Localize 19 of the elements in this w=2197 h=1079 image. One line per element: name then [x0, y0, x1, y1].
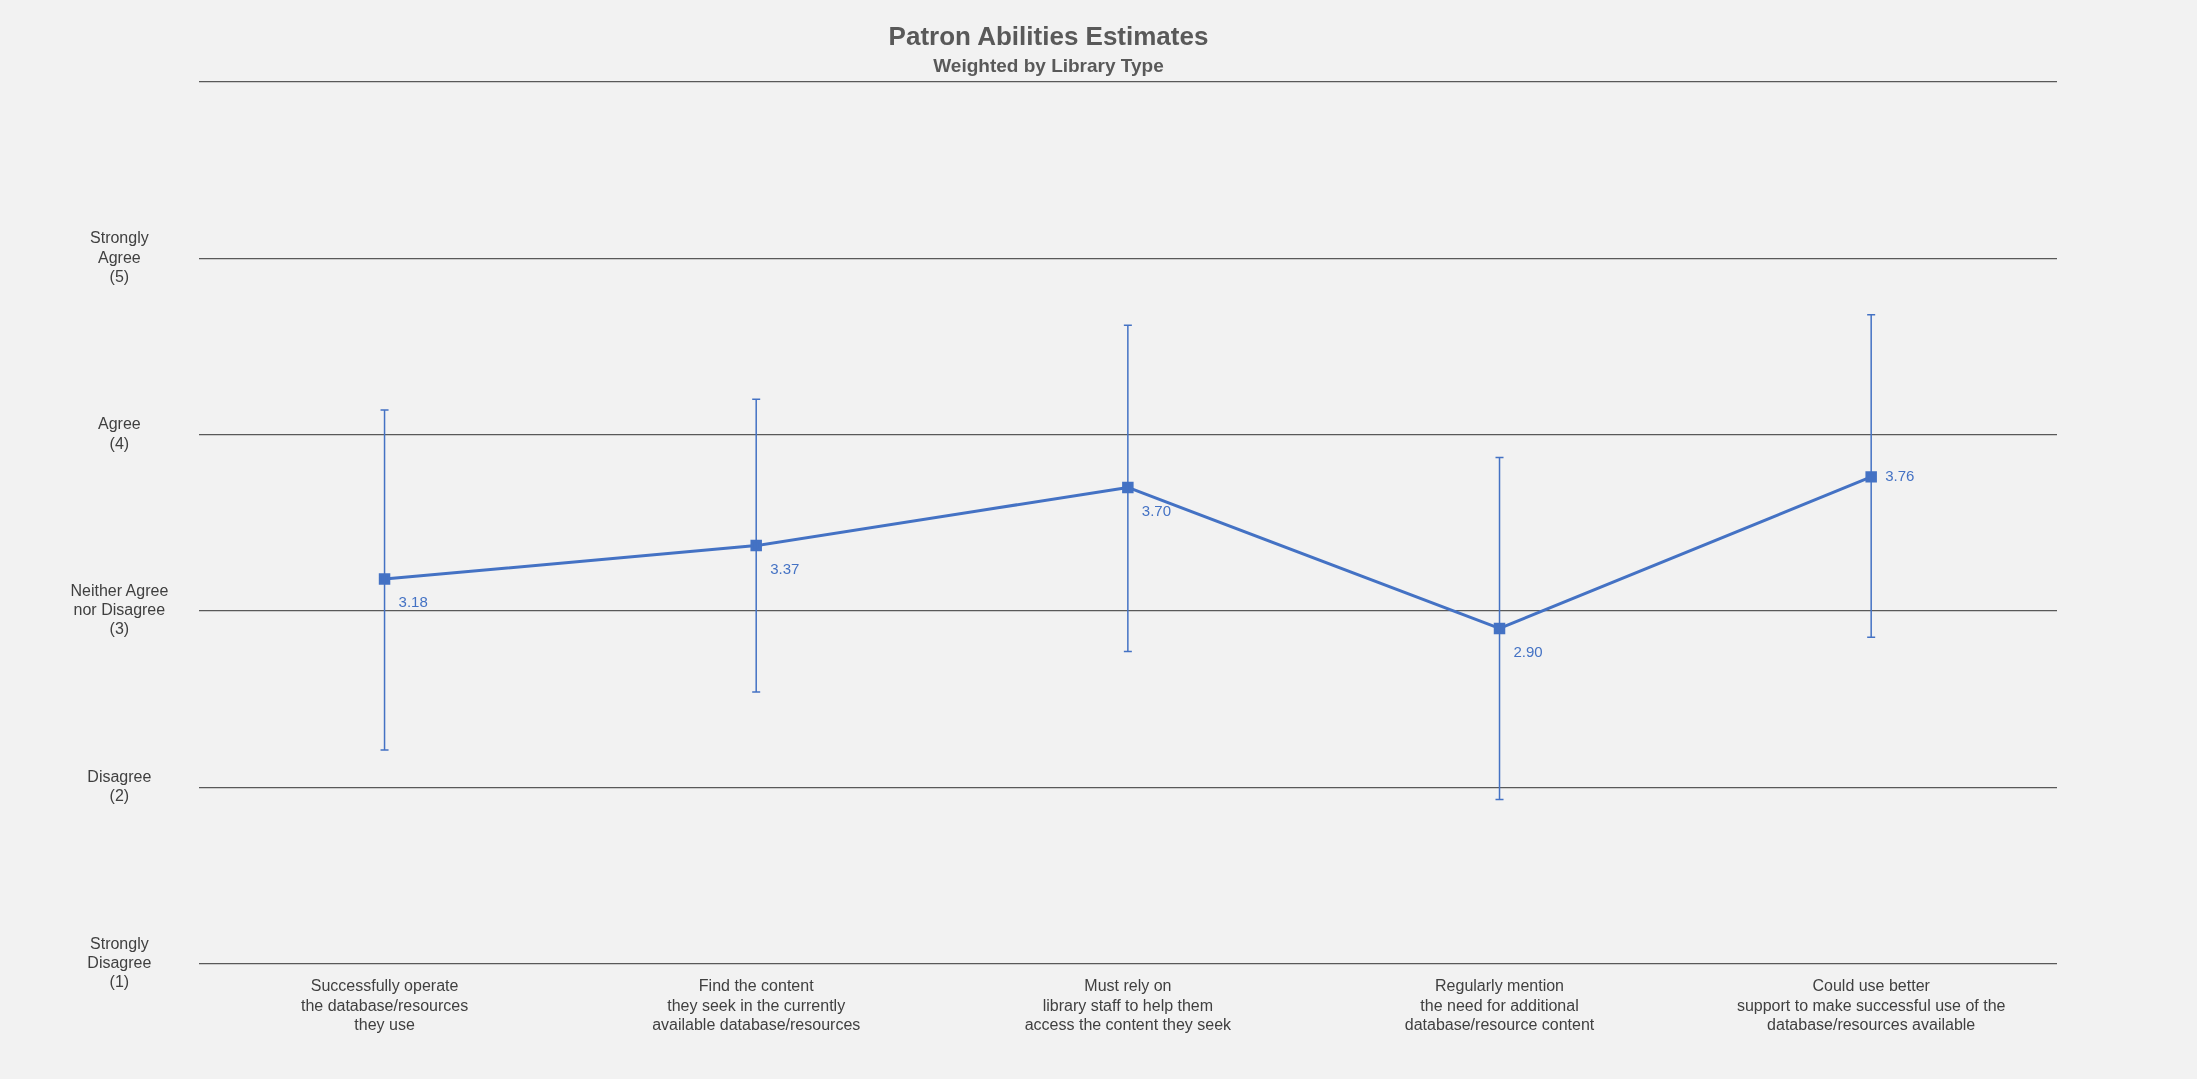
y-tick-label: Disagree (2) [87, 767, 152, 805]
chart-subtitle: Weighted by Library Type [933, 54, 1164, 76]
y-tick-label: Agree (4) [98, 415, 141, 452]
y-tick-label: Neither Agree nor Disagree (3) [70, 582, 169, 638]
x-tick-label: Regularly mention the need for additional database/resource content [1404, 977, 1595, 1033]
point [378, 573, 391, 585]
point [1865, 471, 1877, 483]
data-label: 3.18 [398, 593, 428, 611]
x-tick-label: Successfully operate the database/resources they use [300, 977, 469, 1033]
x-tick-label: Must rely on library staff to help them access the content they seek [1024, 977, 1233, 1033]
y-tick-label: Strongly Disagree (1) [87, 934, 152, 991]
data-label: 3.37 [770, 559, 800, 577]
data-label: 3.76 [1885, 467, 1915, 485]
data-label: 2.90 [1513, 642, 1543, 660]
x-tick-label: Find the content they seek in the currently available database/resources [652, 977, 861, 1033]
data-label: 3.70 [1141, 501, 1172, 519]
y-tick-label: Strongly Agree (5) [90, 229, 149, 285]
x-tick-label: Could use better support to make successful use of the database/resources available [1736, 977, 2006, 1033]
chart-title: Patron Abilities Estimates [888, 20, 1209, 51]
